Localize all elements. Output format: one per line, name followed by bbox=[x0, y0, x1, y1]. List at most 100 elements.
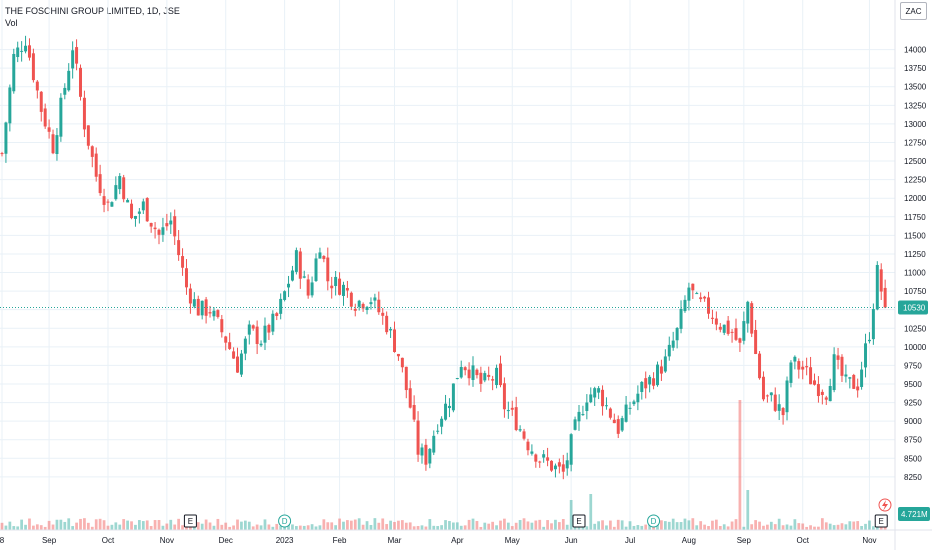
candle-body bbox=[271, 313, 275, 332]
x-tick-label: Nov bbox=[862, 536, 876, 545]
candle-body bbox=[110, 202, 114, 207]
candle-body bbox=[75, 47, 79, 64]
volume-bar bbox=[675, 522, 679, 530]
candle-body bbox=[369, 302, 373, 305]
candle-body bbox=[243, 338, 247, 354]
candle-body bbox=[801, 366, 805, 370]
volume-bar bbox=[334, 525, 338, 530]
volume-bar bbox=[263, 519, 267, 530]
candle-body bbox=[322, 256, 326, 260]
candle-body bbox=[432, 435, 436, 453]
volume-bar bbox=[24, 524, 27, 530]
current-price-value: 10530 bbox=[903, 303, 926, 312]
x-tick-label: Sep bbox=[737, 536, 752, 545]
volume-bar bbox=[43, 526, 47, 530]
volume-bar bbox=[491, 521, 495, 530]
candle-body bbox=[538, 461, 542, 463]
volume-bar bbox=[722, 524, 726, 530]
volume-bar bbox=[389, 520, 392, 530]
candle-body bbox=[612, 419, 616, 424]
volume-bar bbox=[126, 520, 129, 530]
candle-body bbox=[169, 220, 173, 225]
volume-bar bbox=[832, 525, 836, 530]
candle-body bbox=[63, 87, 67, 95]
candle-body bbox=[707, 297, 711, 314]
candle-body bbox=[628, 407, 632, 409]
volume-bar bbox=[773, 524, 777, 530]
candle-body bbox=[714, 318, 718, 325]
volume-bar bbox=[589, 494, 593, 530]
candle-body bbox=[561, 464, 565, 472]
candle-body bbox=[510, 407, 514, 410]
volume-bar bbox=[738, 400, 742, 530]
y-tick-label: 13250 bbox=[904, 101, 927, 110]
candle-body bbox=[471, 365, 475, 380]
candle-body bbox=[400, 357, 404, 368]
candle-body bbox=[31, 53, 35, 81]
volume-bar bbox=[0, 522, 4, 530]
volume-bar bbox=[593, 523, 597, 530]
volume-bar bbox=[632, 525, 636, 530]
volume-bar bbox=[67, 518, 71, 530]
volume-bar bbox=[766, 524, 769, 530]
candle-body bbox=[267, 324, 271, 333]
candle-body bbox=[699, 297, 703, 300]
volume-bar bbox=[149, 526, 153, 530]
candle-body bbox=[318, 252, 322, 259]
candle-body bbox=[793, 356, 797, 362]
y-tick-label: 12750 bbox=[904, 138, 927, 147]
candle-body bbox=[236, 356, 239, 373]
earnings-marker bbox=[572, 514, 586, 528]
candle-body bbox=[860, 369, 864, 387]
candle-body bbox=[377, 299, 381, 313]
y-tick-label: 10750 bbox=[904, 287, 927, 296]
candle-body bbox=[385, 315, 389, 333]
volume-bar bbox=[400, 520, 404, 530]
volume-bar bbox=[660, 520, 663, 530]
volume-bar bbox=[848, 521, 852, 530]
candle-body bbox=[781, 408, 785, 416]
volume-bar bbox=[499, 520, 502, 530]
volume-bar bbox=[306, 525, 310, 530]
volume-bar bbox=[90, 526, 94, 530]
symbol-title[interactable]: THE FOSCHINI GROUP LIMITED, 1D, JSE bbox=[5, 6, 180, 16]
volume-bar bbox=[718, 526, 722, 530]
candle-body bbox=[601, 389, 605, 407]
candle-body bbox=[816, 384, 820, 397]
y-tick-label: 8750 bbox=[904, 436, 922, 445]
x-tick-label: Aug bbox=[682, 536, 696, 545]
candle-body bbox=[290, 270, 294, 281]
volume-bar bbox=[397, 520, 400, 530]
volume-bar bbox=[605, 525, 608, 530]
candle-body bbox=[130, 203, 134, 219]
volume-bar bbox=[47, 520, 51, 530]
volume-bar bbox=[424, 526, 428, 530]
volume-bar bbox=[8, 521, 12, 530]
volume-bar bbox=[530, 522, 534, 530]
candle-body bbox=[326, 257, 330, 282]
candle-body bbox=[703, 296, 707, 299]
candle-body bbox=[573, 419, 577, 430]
candle-body bbox=[216, 310, 220, 317]
candle-body bbox=[393, 329, 397, 353]
candle-body bbox=[149, 222, 153, 227]
currency-label[interactable]: ZAC bbox=[900, 2, 927, 20]
candle-body bbox=[294, 250, 298, 272]
volume-bar bbox=[785, 524, 789, 530]
volume-bar bbox=[852, 521, 856, 530]
candle-body bbox=[840, 356, 844, 376]
candle-body bbox=[593, 388, 597, 398]
candle-body bbox=[177, 240, 181, 256]
candle-body bbox=[675, 328, 679, 341]
candle-body bbox=[467, 369, 471, 379]
volume-bar bbox=[247, 521, 251, 530]
volume-bar bbox=[526, 521, 530, 530]
candle-body bbox=[82, 97, 86, 130]
volume-bar bbox=[809, 525, 812, 530]
candle-body bbox=[687, 287, 691, 301]
candle-body bbox=[220, 319, 224, 333]
volume-bar bbox=[138, 520, 141, 530]
y-tick-label: 12500 bbox=[904, 157, 927, 166]
